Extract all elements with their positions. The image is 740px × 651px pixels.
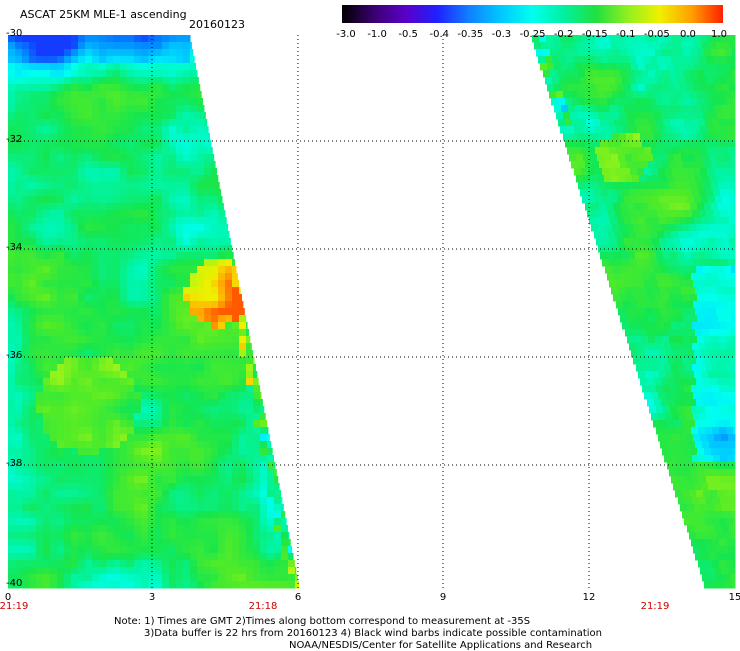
colorbar-tick-label: -0.1: [615, 29, 636, 40]
grid-lines: [8, 35, 735, 588]
longitude-label: 15: [728, 592, 740, 603]
colorbar-tick-label: -0.15: [581, 29, 608, 40]
colorbar-tick-label: -1.0: [367, 29, 387, 40]
longitude-label: 3: [148, 592, 156, 603]
colorbar-gradient: [342, 5, 723, 23]
colorbar-tick-label: -3.0: [336, 29, 356, 40]
latitude-label: -34: [6, 242, 23, 253]
wind-field-cells: [8, 35, 736, 589]
time-label: 21:18: [248, 601, 278, 612]
latitude-label: -30: [6, 28, 23, 39]
colorbar-fill: [342, 5, 723, 23]
map-title: ASCAT 25KM MLE-1 ascending: [20, 8, 187, 21]
longitude-label: 12: [582, 592, 596, 603]
latitude-label: -38: [6, 458, 23, 469]
latitude-label: -40: [6, 578, 23, 589]
colorbar-tick-label: -0.5: [398, 29, 418, 40]
colorbar-tick-label: -0.35: [457, 29, 484, 40]
map-date: 20160123: [189, 18, 245, 31]
colorbar-tick-label: 0.0: [679, 29, 696, 40]
note-line-2: 3)Data buffer is 22 hrs from 20160123 4)…: [144, 628, 602, 639]
colorbar-tick-label: -0.3: [491, 29, 512, 40]
longitude-label: 9: [439, 592, 447, 603]
colorbar-tick-label: 1.0: [711, 29, 727, 40]
colorbar-tick-label: -0.25: [519, 29, 546, 40]
time-label: 21:19: [640, 601, 670, 612]
colorbar-tick-label: -0.2: [553, 29, 574, 40]
longitude-label: 0: [4, 592, 12, 603]
colorbar: -3.0 -1.0 -0.5 -0.4 -0.35 -0.3 -0.25 -0.2 -0.15-…: [336, 5, 727, 41]
note-line-1: Note: 1) Times are GMT 2)Times along bot…: [114, 616, 531, 627]
note-line-3: NOAA/NESDIS/Center for Satellite Applica…: [289, 640, 593, 651]
longitude-label: 6: [294, 592, 302, 603]
colorbar-tick-label: -0.4: [429, 29, 450, 40]
colorbar-tick-label: -0.05: [643, 29, 670, 40]
latitude-label: -32: [6, 134, 23, 145]
time-label: 21:19: [0, 601, 29, 612]
latitude-label: -36: [6, 350, 23, 361]
